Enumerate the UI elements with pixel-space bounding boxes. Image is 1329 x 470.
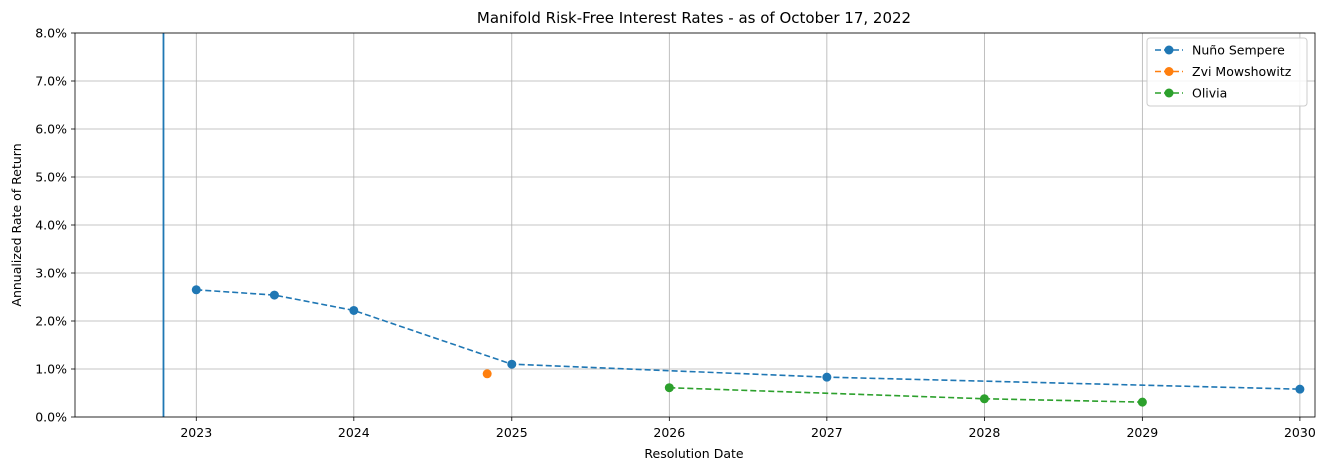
legend-label: Olivia — [1192, 86, 1227, 101]
data-point — [349, 305, 359, 315]
legend-box — [1146, 37, 1308, 107]
legend-label: Zvi Mowshowitz — [1192, 64, 1292, 79]
y-tick-label: 0.0% — [35, 410, 67, 425]
grid-lines — [75, 32, 1315, 418]
y-tick-label: 6.0% — [35, 122, 67, 137]
data-point — [482, 369, 492, 379]
chart-title: Manifold Risk-Free Interest Rates - as o… — [477, 9, 911, 27]
axis-ticks: 2023 2024 2025 2026 2027 2028 2029 2030 0.0% 1.0%… — [35, 26, 1316, 441]
legend-marker — [1164, 67, 1174, 76]
series-0 — [191, 285, 1305, 394]
data-point — [269, 290, 279, 300]
x-tick-label: 2029 — [1126, 425, 1158, 440]
y-tick-label: 2.0% — [35, 314, 67, 329]
data-point — [191, 285, 201, 295]
legend-label: Nuño Sempere — [1192, 43, 1285, 58]
x-tick-label: 2024 — [338, 425, 370, 440]
series-2 — [664, 383, 1147, 407]
x-tick-label: 2027 — [811, 425, 843, 440]
series-layer — [191, 285, 1305, 407]
data-point — [1137, 397, 1147, 407]
y-tick-label: 8.0% — [35, 26, 67, 41]
y-tick-label: 7.0% — [35, 74, 67, 89]
y-tick-label: 3.0% — [35, 266, 67, 281]
legend-marker — [1164, 88, 1174, 98]
data-point — [822, 372, 832, 382]
series-1 — [482, 369, 492, 379]
y-tick-label: 4.0% — [35, 218, 67, 233]
data-point — [507, 359, 517, 369]
x-tick-label: 2028 — [968, 425, 1000, 440]
x-tick-label: 2030 — [1284, 425, 1316, 440]
y-axis-label: Annualized Rate of Return — [9, 143, 24, 306]
series-line — [669, 386, 1143, 403]
data-point — [979, 394, 989, 404]
legend: Nuño Sempere Zvi Mowshowitz Olivia — [1146, 37, 1308, 107]
x-tick-label: 2025 — [496, 425, 528, 440]
x-axis-label: Resolution Date — [644, 446, 743, 461]
x-tick-label: 2026 — [653, 425, 685, 440]
y-tick-label: 5.0% — [35, 170, 67, 185]
x-tick-label: 2023 — [180, 425, 212, 440]
data-point — [1295, 384, 1305, 394]
data-point — [664, 383, 674, 393]
y-tick-label: 1.0% — [35, 362, 67, 377]
series-line — [196, 289, 1300, 390]
legend-marker — [1164, 45, 1174, 55]
